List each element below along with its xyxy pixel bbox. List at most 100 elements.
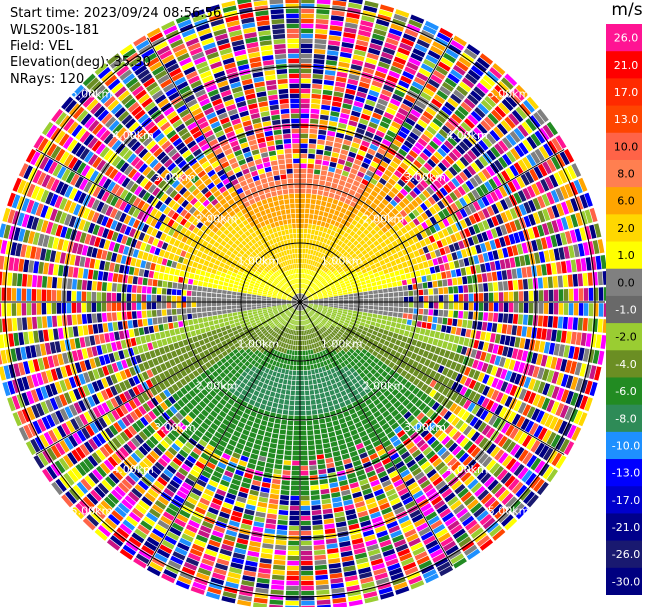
velocity-gate — [258, 455, 267, 462]
velocity-gate — [290, 485, 300, 491]
velocity-gate — [302, 289, 305, 294]
velocity-gate — [317, 190, 324, 196]
velocity-gate — [323, 443, 331, 449]
velocity-gate — [300, 480, 309, 486]
velocity-gate — [301, 268, 304, 274]
velocity-gate — [580, 258, 587, 272]
velocity-gate — [333, 142, 342, 149]
velocity-gate — [327, 45, 340, 51]
velocity-gate — [306, 178, 313, 184]
velocity-gate — [292, 460, 300, 466]
velocity-gate — [302, 345, 305, 351]
velocity-gate — [301, 53, 312, 59]
velocity-gate — [264, 528, 276, 534]
velocity-gate — [462, 319, 468, 328]
velocity-gate — [295, 340, 298, 346]
velocity-gate — [418, 334, 424, 342]
velocity-gate — [368, 309, 373, 314]
velocity-gate — [275, 454, 284, 460]
velocity-gate — [309, 270, 312, 275]
velocity-gate — [300, 113, 310, 119]
velocity-gate — [333, 506, 344, 513]
velocity-gate — [373, 310, 378, 314]
velocity-gate — [262, 477, 272, 483]
velocity-gate — [332, 501, 343, 508]
velocity-gate — [311, 189, 318, 195]
velocity-gate — [308, 380, 313, 385]
velocity-gate — [587, 272, 593, 286]
velocity-gate — [331, 415, 338, 422]
velocity-gate — [375, 130, 385, 138]
velocity-gate — [493, 282, 499, 292]
velocity-gate — [328, 166, 336, 173]
velocity-gate — [381, 264, 388, 270]
velocity-gate — [311, 255, 315, 261]
velocity-gate — [358, 29, 371, 38]
velocity-gate — [408, 19, 423, 29]
velocity-gate — [542, 315, 548, 327]
velocity-gate — [273, 382, 278, 388]
velocity-gate — [379, 259, 386, 266]
velocity-gate — [331, 496, 342, 503]
velocity-gate — [368, 298, 374, 302]
velocity-gate — [580, 332, 587, 346]
velocity-gate — [431, 273, 437, 281]
velocity-gate — [344, 22, 358, 29]
velocity-gate — [427, 316, 433, 323]
velocity-gate — [315, 24, 328, 30]
velocity-gate — [473, 284, 479, 293]
velocity-gate — [327, 171, 334, 178]
velocity-gate — [397, 47, 411, 56]
velocity-gate — [320, 488, 330, 495]
velocity-gate — [297, 350, 300, 356]
velocity-gate — [318, 210, 324, 216]
velocity-gate — [560, 330, 567, 343]
velocity-gate — [316, 0, 331, 5]
velocity-gate — [453, 260, 460, 269]
velocity-gate — [312, 529, 324, 535]
velocity-gate — [390, 260, 397, 267]
velocity-gate — [393, 292, 399, 297]
velocity-gate — [348, 299, 354, 302]
velocity-gate — [304, 258, 307, 264]
velocity-gate — [305, 284, 308, 290]
velocity-gate — [421, 321, 427, 329]
velocity-gate — [366, 283, 372, 288]
velocity-gate — [376, 332, 383, 338]
velocity-gate — [302, 278, 304, 284]
velocity-gate — [269, 498, 279, 505]
velocity-gate — [392, 333, 399, 339]
velocity-gate — [324, 70, 336, 76]
velocity-gate — [322, 160, 330, 166]
velocity-gate — [371, 80, 383, 88]
velocity-gate — [291, 470, 300, 476]
velocity-gate — [303, 355, 306, 361]
velocity-gate — [300, 283, 302, 289]
velocity-gate — [406, 61, 419, 71]
velocity-gate — [300, 188, 306, 194]
velocity-gate — [275, 459, 283, 465]
velocity-gate — [483, 302, 489, 312]
velocity-gate — [268, 380, 274, 386]
velocity-gate — [267, 508, 278, 515]
velocity-gate — [328, 305, 334, 308]
velocity-gate — [375, 276, 381, 282]
velocity-gate — [284, 455, 292, 461]
velocity-gate — [312, 250, 317, 256]
velocity-gate — [518, 302, 524, 313]
velocity-gate — [304, 345, 308, 351]
velocity-gate — [268, 503, 278, 510]
velocity-gate — [428, 302, 434, 309]
velocity-gate — [338, 306, 344, 309]
velocity-gate — [587, 318, 593, 332]
velocity-gate — [390, 337, 397, 344]
velocity-gate — [387, 267, 394, 273]
velocity-gate — [498, 281, 504, 291]
velocity-gate — [352, 163, 360, 171]
velocity-gate — [328, 477, 338, 483]
velocity-gate — [338, 61, 350, 68]
velocity-gate — [443, 302, 449, 310]
velocity-gate — [496, 271, 503, 281]
velocity-gate — [335, 132, 345, 139]
velocity-gate — [553, 289, 559, 301]
